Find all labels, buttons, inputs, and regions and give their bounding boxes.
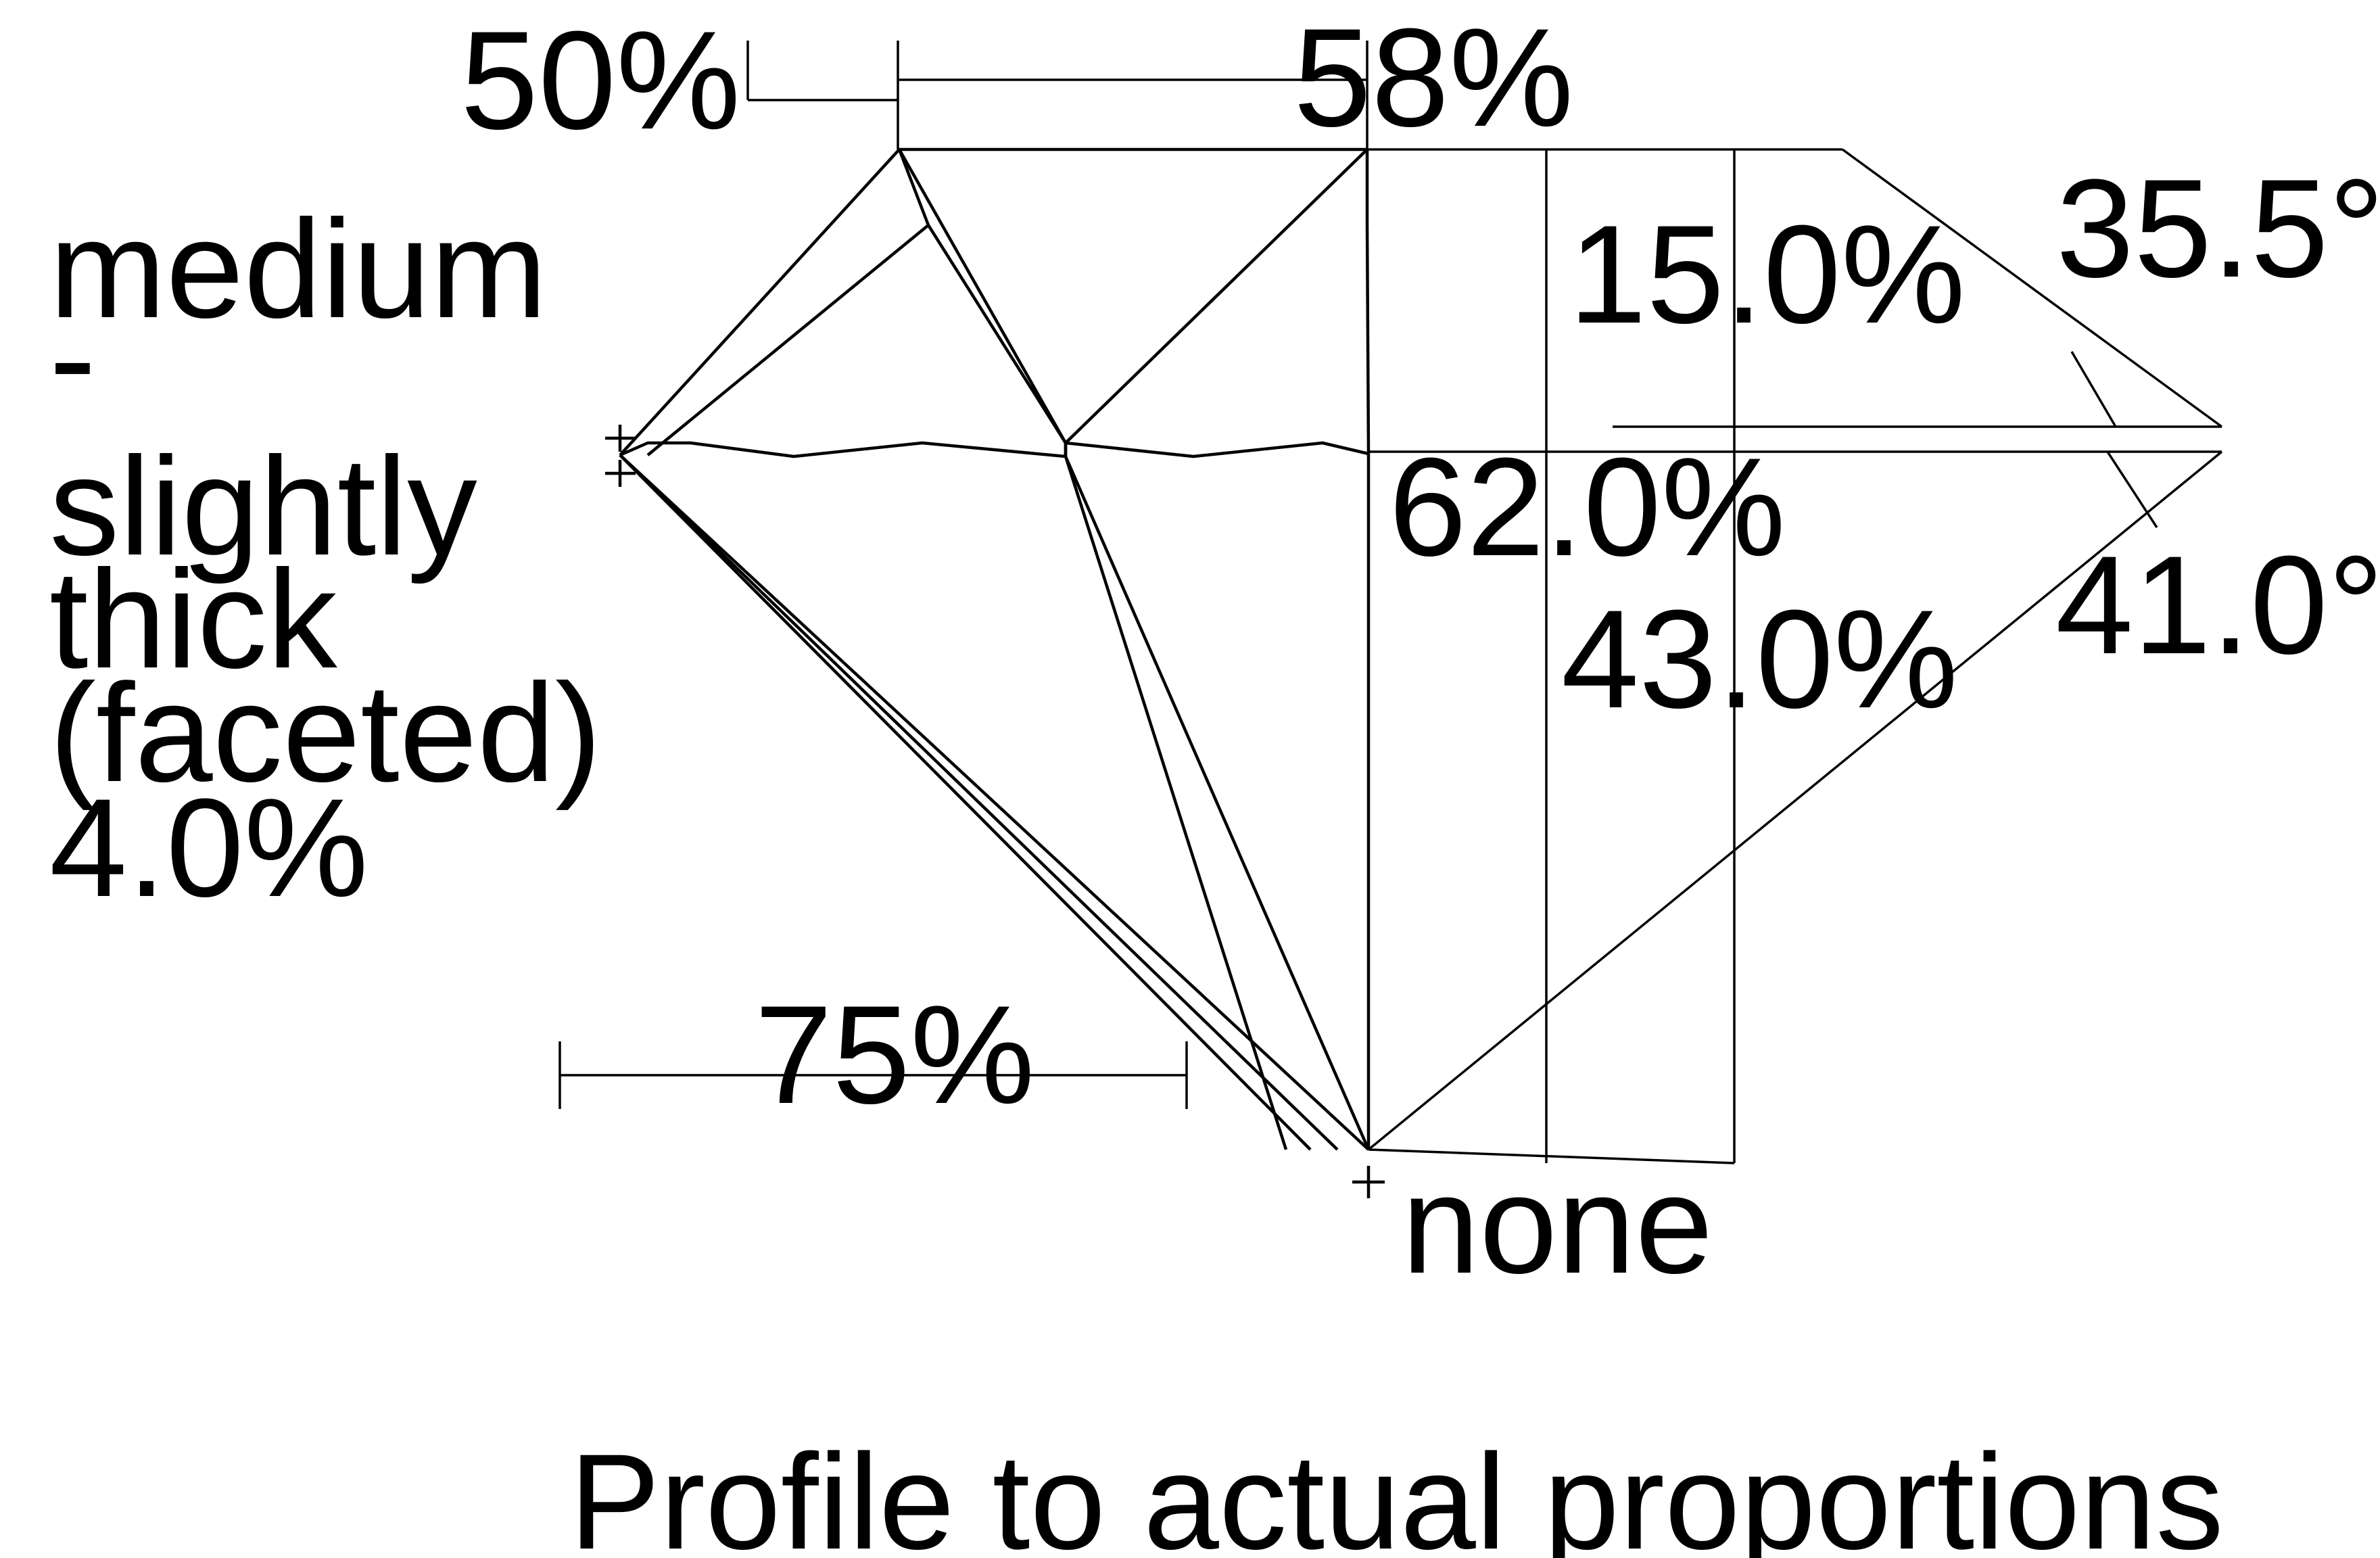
svg-text:4.0%: 4.0% xyxy=(49,770,368,926)
svg-text:50%: 50% xyxy=(460,2,740,158)
svg-text:58%: 58% xyxy=(1293,0,1573,156)
svg-text:43.0%: 43.0% xyxy=(1561,581,1958,737)
svg-text:none: none xyxy=(1402,1146,1713,1302)
svg-text:15.0%: 15.0% xyxy=(1569,196,1966,352)
svg-text:Profile to actual proportions: Profile to actual proportions xyxy=(569,1425,2224,1558)
svg-text:-: - xyxy=(49,279,96,435)
svg-text:75%: 75% xyxy=(755,976,1034,1133)
svg-text:62.0%: 62.0% xyxy=(1389,429,1786,585)
svg-text:41.0°: 41.0° xyxy=(2055,527,2380,683)
svg-text:35.5°: 35.5° xyxy=(2056,150,2380,306)
svg-text:medium: medium xyxy=(49,191,547,347)
